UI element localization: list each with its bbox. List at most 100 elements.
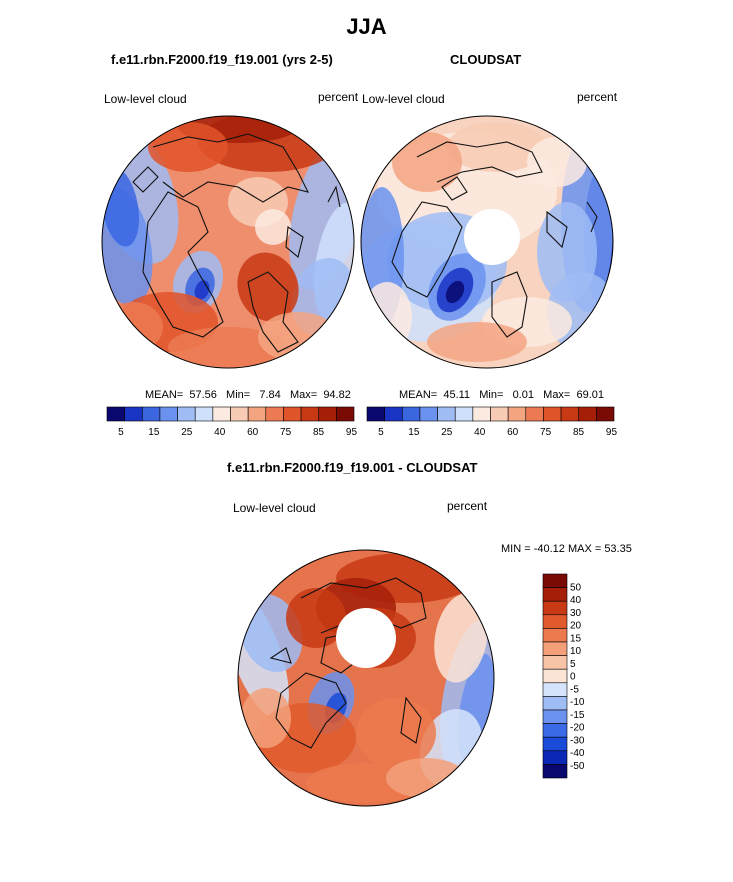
diff-coastline xyxy=(400,696,422,744)
diff-colorbar-box xyxy=(542,614,568,629)
obs-colorbar-tick-label: 85 xyxy=(573,427,585,438)
diff-panel-title: f.e11.rbn.F2000.f19_f19.001 - CLOUDSAT xyxy=(227,460,478,475)
diff-map-border xyxy=(237,549,495,807)
obs-colorbar-box xyxy=(384,406,403,422)
model-colorbar-tick-label: 25 xyxy=(181,427,193,438)
diff-colorbar-box xyxy=(542,723,568,738)
model-coastline xyxy=(152,133,310,203)
obs-colorbar-box xyxy=(454,406,474,422)
diff-colorbar-box xyxy=(542,641,568,656)
model-max-value: 94.82 xyxy=(323,389,351,401)
diff-colorbar-tick-label: 50 xyxy=(570,582,582,593)
obs-variable-label: Low-level cloud xyxy=(362,92,445,106)
diff-colorbar-tick-label: 5 xyxy=(570,659,576,670)
obs-mean-label: MEAN= xyxy=(399,389,438,401)
model-mean-value: 57.56 xyxy=(189,389,217,401)
model-variable-label: Low-level cloud xyxy=(104,92,187,106)
diff-colorbar-tick-label: -5 xyxy=(570,684,579,695)
model-colorbar-box xyxy=(141,406,161,422)
obs-contour xyxy=(392,132,462,192)
diff-contour xyxy=(434,593,488,683)
obs-colorbar-box xyxy=(543,406,562,422)
model-mean-label: MEAN= xyxy=(145,389,184,401)
model-colorbar-box xyxy=(177,406,196,422)
obs-map xyxy=(360,115,614,369)
obs-contour xyxy=(362,282,412,352)
model-colorbar-box xyxy=(159,406,178,422)
model-coastline xyxy=(285,226,304,258)
model-colorbar-box xyxy=(230,406,249,422)
obs-contour xyxy=(445,280,465,304)
obs-colorbar-tick-label: 60 xyxy=(507,427,519,438)
obs-coastline xyxy=(586,201,598,233)
obs-colorbar-tick-label: 15 xyxy=(408,427,420,438)
obs-coastline xyxy=(546,210,568,249)
model-contour xyxy=(255,209,291,245)
diff-contour xyxy=(286,588,346,648)
diff-colorbar-tick-label: 20 xyxy=(570,621,582,632)
diff-colorbar-box xyxy=(542,682,568,697)
obs-max-label: Max= xyxy=(543,389,571,401)
diff-colorbar-tick-label: -40 xyxy=(570,748,585,759)
diff-colorbar-box xyxy=(542,655,568,670)
model-map xyxy=(101,115,355,369)
model-colorbar: 5 15 25 40 60 75 85 95 xyxy=(106,406,357,438)
figure-title: JJA xyxy=(346,14,387,39)
obs-colorbar-box xyxy=(525,406,544,422)
diff-colorbar-tick-label: -15 xyxy=(570,710,585,721)
diff-colorbar-box xyxy=(542,600,568,616)
obs-colorbar-box xyxy=(490,406,509,422)
model-map-border xyxy=(101,115,355,369)
diff-colorbar-tick-label: 15 xyxy=(570,633,582,644)
diff-colorbar-box xyxy=(542,573,568,588)
obs-colorbar-tick-label: 95 xyxy=(606,427,618,438)
model-contour xyxy=(148,122,228,172)
diff-colorbar-box xyxy=(542,668,568,684)
diff-colorbar-tick-label: 40 xyxy=(570,595,582,606)
obs-colorbar-tick-label: 75 xyxy=(540,427,552,438)
diff-colorbar-box xyxy=(542,736,568,752)
diff-coastline xyxy=(269,647,292,664)
obs-contour xyxy=(447,122,547,172)
diff-colorbar-tick-label: -30 xyxy=(570,735,585,746)
obs-polar-gap xyxy=(464,209,520,265)
model-colorbar-box xyxy=(300,406,320,422)
obs-colorbar-box xyxy=(419,406,438,422)
obs-coastline xyxy=(391,201,463,298)
obs-colorbar-box xyxy=(366,406,385,422)
diff-colorbar-tick-label: -50 xyxy=(570,761,585,772)
diff-coastline xyxy=(275,672,347,749)
obs-coastline xyxy=(441,176,468,201)
obs-colorbar: 5 15 25 40 60 75 85 95 xyxy=(366,406,618,438)
obs-min-value: 0.01 xyxy=(512,389,534,401)
model-colorbar-tick-label: 75 xyxy=(280,427,292,438)
model-min-label: Min= xyxy=(226,389,251,401)
diff-contour xyxy=(356,698,436,768)
obs-colorbar-box xyxy=(560,406,580,422)
diff-map xyxy=(237,549,495,807)
obs-max-value: 69.01 xyxy=(576,389,605,401)
diff-colorbar-box xyxy=(542,709,568,724)
obs-min-label: Min= xyxy=(479,389,504,401)
diff-colorbar-box xyxy=(542,750,568,765)
diff-contour xyxy=(386,758,466,798)
diff-colorbar-box xyxy=(542,764,568,779)
obs-colorbar-box xyxy=(578,406,597,422)
diff-field xyxy=(238,550,494,806)
diff-colorbar-box xyxy=(542,696,568,711)
obs-colorbar-tick-label: 25 xyxy=(441,427,453,438)
obs-contour xyxy=(427,322,527,362)
model-colorbar-box xyxy=(106,406,125,422)
model-colorbar-tick-label: 85 xyxy=(313,427,325,438)
diff-minmax: MIN = -40.12 MAX = 53.35 xyxy=(501,543,632,555)
model-stats: MEAN= 57.56 Min= 7.84 Max= 94.82 xyxy=(145,389,351,401)
diff-contour xyxy=(241,688,291,748)
model-field xyxy=(102,116,354,368)
obs-units-label: percent xyxy=(577,90,618,104)
model-coastline xyxy=(142,191,224,338)
model-contour xyxy=(258,312,338,362)
obs-colorbar-box xyxy=(437,406,456,422)
model-colorbar-box xyxy=(265,406,284,422)
